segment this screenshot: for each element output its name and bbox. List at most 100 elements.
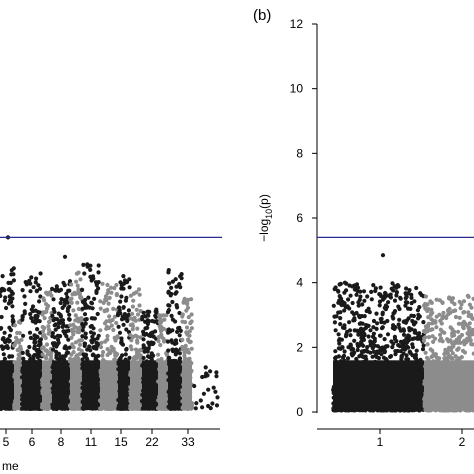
panel-b-snp-point: [401, 408, 406, 413]
panel-a-snp-point: [137, 303, 142, 308]
panel-a-snp-point: [128, 333, 133, 338]
panel-a-snp-point: [125, 318, 130, 324]
panel-b-snp-point: [344, 288, 349, 293]
panel-a-snp-point: [170, 340, 175, 345]
panel-b-snp-point: [456, 321, 461, 326]
panel-b-snp-point: [458, 306, 463, 311]
panel-b-snp-point: [431, 339, 436, 344]
panel-b-snp-point: [459, 355, 464, 360]
panel-b-snp-point: [342, 308, 347, 313]
panel-b-snp-point: [462, 350, 468, 355]
panel-a-snp-point: [84, 356, 89, 361]
panel-a-snp-point: [92, 346, 97, 351]
panel-a-snp-point: [46, 324, 51, 329]
panel-b-snp-point: [396, 304, 401, 309]
panel-a-snp-point: [121, 305, 126, 310]
panel-a-snp-point: [34, 276, 39, 281]
panel-a-snp-point: [98, 299, 103, 304]
panel-b-snp-point: [396, 322, 401, 327]
panel-a-snp-point: [60, 305, 65, 310]
panel-a-snp-point: [101, 300, 106, 305]
panel-a-snp-point: [67, 345, 72, 350]
panel-a-snp-point: [38, 294, 43, 299]
panel-a-snp-point: [76, 290, 81, 295]
panel-a-snp-band: [130, 360, 142, 409]
panel-a-snp-point: [23, 301, 28, 306]
panel-a-snp-point: [75, 300, 80, 305]
panel-a-snp-point: [58, 287, 64, 292]
panel-a-snp-point: [96, 270, 101, 275]
panel-b-snp-point: [406, 316, 411, 321]
panel-a-snp-point: [81, 324, 86, 329]
panel-b-snp-point: [352, 287, 357, 292]
panel-b-snp-point: [468, 338, 473, 343]
panel-a-snp-point: [121, 281, 127, 286]
panel-b-snp-point: [386, 300, 391, 305]
panel-a-snp-point: [194, 401, 199, 406]
panel-b-snp-point: [465, 323, 470, 328]
panel-a-snp-point: [66, 328, 71, 333]
panel-b-snp-point: [342, 349, 347, 354]
panel-b-snp-point: [337, 294, 342, 299]
panel-b-snp-point: [449, 347, 454, 353]
panel-b-snp-point: [403, 291, 408, 296]
panel-a-snp-point: [32, 344, 37, 349]
panel-a-x-tick-label: 15: [114, 435, 128, 449]
panel-a-snp-point: [142, 332, 147, 337]
panel-b-snp-point: [428, 327, 433, 332]
panel-a-snp-point: [81, 262, 86, 267]
panel-b-label: (b): [253, 7, 271, 24]
panel-b-snp-point: [438, 332, 443, 337]
panel-b-snp-point: [360, 321, 365, 326]
panel-a-snp-point: [198, 398, 203, 403]
panel-a-snp-point: [82, 312, 88, 317]
panel-a-snp-point: [109, 290, 114, 295]
panel-b-snp-point: [355, 344, 361, 349]
panel-a-snp-point: [41, 345, 46, 350]
panel-a-snp-point: [18, 347, 23, 352]
panel-b-snp-point: [453, 408, 458, 413]
panel-a-snp-point: [118, 280, 123, 285]
panel-a-snp-point: [34, 347, 39, 353]
panel-b-snp-point: [392, 298, 398, 303]
panel-a-snp-point: [119, 294, 124, 299]
panel-b-snp-point: [433, 336, 438, 341]
panel-b-snp-point: [366, 306, 371, 311]
panel-b-snp-point: [421, 320, 426, 325]
panel-a-snp-point: [80, 334, 85, 339]
panel-a-snp-point: [49, 350, 54, 356]
panel-a-snp-point: [113, 353, 118, 358]
panel-a-snp-point: [214, 374, 219, 379]
panel-a-snp-point: [83, 335, 88, 340]
panel-b-snp-point: [438, 336, 444, 341]
panel-b-snp-point: [377, 299, 383, 304]
panel-b-snp-point: [338, 322, 343, 327]
panel-b-snp-point: [362, 333, 367, 338]
panel-b-snp-point: [333, 349, 338, 354]
panel-a-snp-point: [56, 325, 61, 330]
panel-b-snp-point: [333, 328, 338, 333]
panel-b-snp-point: [334, 314, 339, 319]
panel-b-snp-point: [423, 350, 428, 355]
panel-a-snp-point: [119, 317, 125, 322]
panel-a-snp-point: [185, 301, 190, 306]
panel-a-snp-point: [67, 317, 72, 322]
panel-a-snp-point: [101, 350, 106, 355]
panel-a-snp-point: [123, 352, 128, 357]
panel-a-snp-point: [68, 356, 73, 361]
panel-a-snp-point: [83, 297, 88, 303]
panel-a-snp-point: [166, 270, 171, 275]
panel-a-snp-point: [145, 309, 150, 314]
panel-a-snp-point: [116, 324, 121, 329]
panel-a-snp-point: [31, 285, 36, 290]
panel-b-snp-point: [396, 343, 401, 348]
panel-b-snp-point: [368, 339, 373, 344]
panel-a-snp-point: [80, 287, 85, 292]
panel-b-snp-point: [345, 356, 351, 361]
panel-a-snp-point: [83, 331, 88, 336]
panel-a-snp-band: [158, 360, 168, 409]
panel-a-snp-point: [95, 311, 100, 317]
panel-b-snp-band: [424, 360, 474, 409]
panel-a-snp-point: [181, 300, 186, 305]
panel-a-snp-point: [76, 287, 81, 292]
